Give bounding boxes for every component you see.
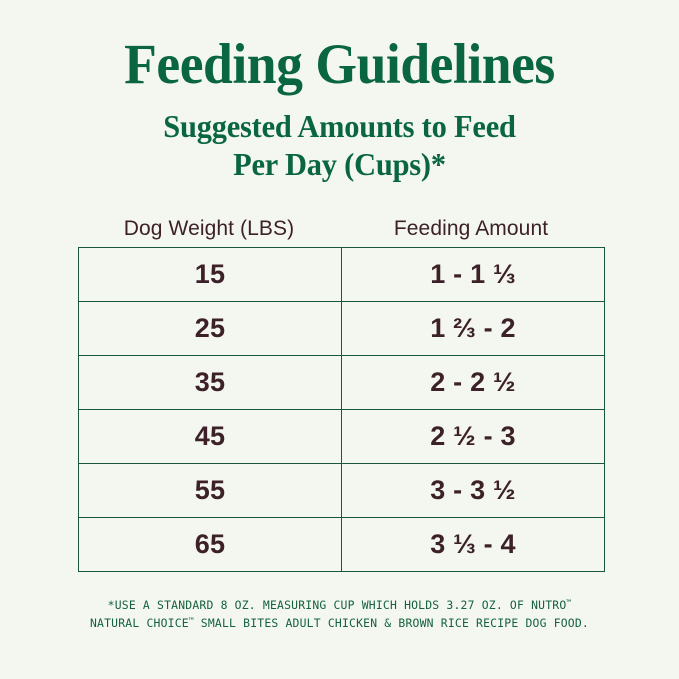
cell-dog-weight: 25 <box>78 301 342 356</box>
footnote-line-1-text: *USE A STANDARD 8 OZ. MEASURING CUP WHIC… <box>107 598 567 612</box>
cell-feeding-amount: 1 - 1 ⅓ <box>341 247 605 302</box>
trademark-icon: ™ <box>188 616 194 627</box>
cell-dog-weight: 35 <box>78 355 342 410</box>
cell-feeding-amount: 2 ½ - 3 <box>341 409 605 464</box>
table-column-headers: Dog Weight (LBS) Feeding Amount <box>78 217 602 241</box>
feeding-table-wrapper: Dog Weight (LBS) Feeding Amount 15 1 - 1… <box>78 217 605 572</box>
column-header-feeding-amount: Feeding Amount <box>393 217 549 240</box>
page-title: Feeding Guidelines <box>124 33 555 96</box>
title-block: Feeding Guidelines Suggested Amounts to … <box>0 0 679 183</box>
footnote-line-2: NATURAL CHOICE™ SMALL BITES ADULT CHICKE… <box>0 614 679 632</box>
footnote: *USE A STANDARD 8 OZ. MEASURING CUP WHIC… <box>0 596 679 633</box>
cell-dog-weight: 55 <box>78 463 342 518</box>
cell-feeding-amount: 2 - 2 ½ <box>341 355 605 410</box>
footnote-line-2-text-before: NATURAL CHOICE <box>90 616 189 631</box>
table-row: 35 2 - 2 ½ <box>78 355 605 410</box>
trademark-icon: ™ <box>566 597 572 608</box>
page-subtitle: Suggested Amounts to Feed Per Day (Cups)… <box>17 108 662 183</box>
table-row: 25 1 ⅔ - 2 <box>78 301 605 356</box>
cell-dog-weight: 65 <box>78 517 342 572</box>
cell-dog-weight: 45 <box>78 409 342 464</box>
table-row: 45 2 ½ - 3 <box>78 409 605 464</box>
footnote-line-1: *USE A STANDARD 8 OZ. MEASURING CUP WHIC… <box>0 596 679 614</box>
subtitle-line-2: Per Day (Cups)* <box>233 145 446 182</box>
table-row: 15 1 - 1 ⅓ <box>78 247 605 302</box>
cell-feeding-amount: 1 ⅔ - 2 <box>341 301 605 356</box>
cell-dog-weight: 15 <box>78 247 342 302</box>
table-row: 55 3 - 3 ½ <box>78 463 605 518</box>
cell-feeding-amount: 3 - 3 ½ <box>341 463 605 518</box>
subtitle-line-1: Suggested Amounts to Feed <box>163 108 516 145</box>
feeding-table: 15 1 - 1 ⅓ 25 1 ⅔ - 2 35 2 - 2 ½ 45 2 ½ … <box>78 247 605 572</box>
cell-feeding-amount: 3 ⅓ - 4 <box>341 517 605 572</box>
column-header-dog-weight: Dog Weight (LBS) <box>123 217 295 240</box>
footnote-line-2-text-after: SMALL BITES ADULT CHICKEN & BROWN RICE R… <box>193 616 589 631</box>
table-row: 65 3 ⅓ - 4 <box>78 517 605 572</box>
